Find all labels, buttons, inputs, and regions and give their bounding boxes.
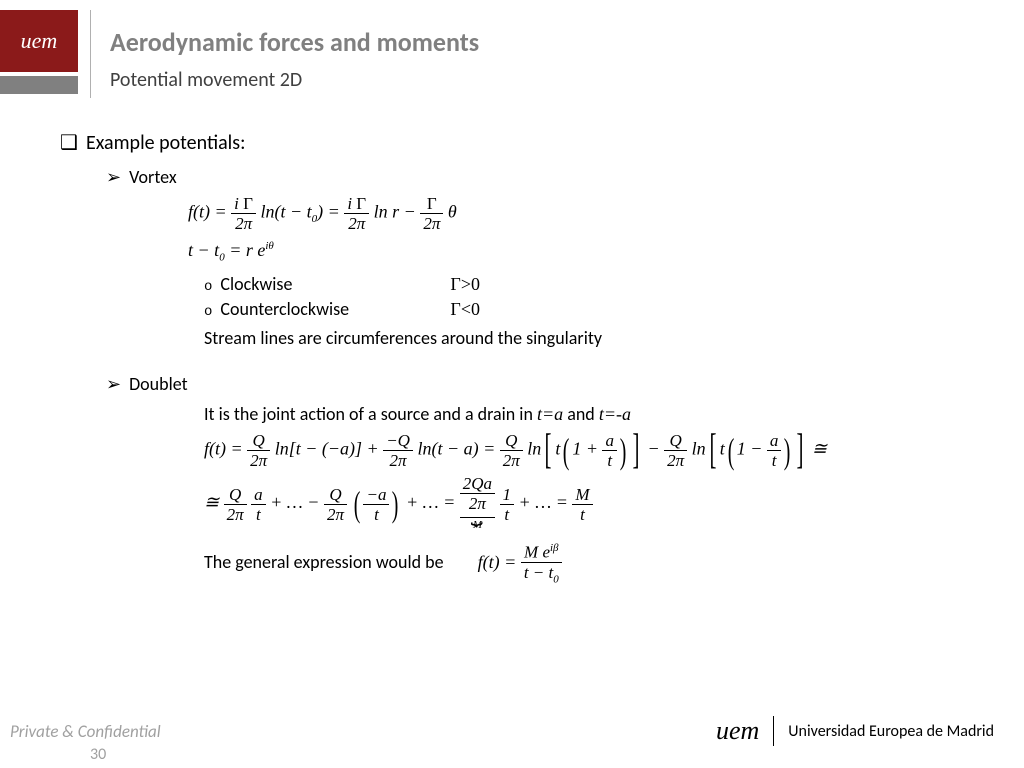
bullet-circle-icon: o [204, 279, 212, 295]
page-title: Aerodynamic forces and moments [110, 26, 479, 58]
cw-label: Clockwise [220, 272, 450, 296]
footer-logo: uem [716, 716, 759, 746]
item-vortex: ➢ Vortex [60, 165, 984, 189]
doublet-equation-1: f(t) = Q2π ln[t − (−a)] + −Q2π ln(t − a)… [204, 432, 984, 469]
footer-confidential: Private & Confidential [10, 721, 161, 742]
page-subtitle: Potential movement 2D [110, 68, 302, 92]
doublet-label: Doublet [129, 373, 188, 395]
header-text: Example potentials: [86, 131, 246, 155]
ccw-condition: Γ<0 [450, 299, 480, 319]
logo-block: uem [0, 10, 78, 72]
header-divider [90, 10, 91, 98]
clockwise-row: o ClockwiseΓ>0 [204, 272, 984, 297]
footer-right: uem Universidad Europea de Madrid [716, 716, 994, 746]
slide-content: ❑ Example potentials: ➢ Vortex f(t) = i Γ2… [60, 130, 984, 585]
t-equals-a: t=a [537, 404, 563, 424]
footer-divider [773, 716, 774, 746]
general-label: The general expression would be [204, 551, 444, 573]
footer-university: Universidad Europea de Madrid [788, 722, 994, 741]
bullet-arrow-icon: ➢ [106, 167, 121, 187]
vortex-label: Vortex [129, 166, 177, 188]
bullet-arrow-icon: ➢ [106, 374, 121, 394]
t-equals-neg-a: t=-a [599, 404, 631, 424]
ccw-label: Counterclockwise [220, 297, 450, 321]
doublet-desc-a: It is the joint action of a source and a… [204, 403, 537, 425]
doublet-desc-b: and [563, 403, 599, 425]
doublet-equation-2: ≅ Q2π at + … − Q2π (−at) + … = 2Qa2π ⏟ M… [204, 475, 984, 533]
item-doublet: ➢ Doublet [60, 372, 984, 396]
doublet-description: It is the joint action of a source and a… [204, 402, 984, 426]
page-number: 30 [90, 745, 106, 764]
cw-condition: Γ>0 [450, 274, 480, 294]
section-header: ❑ Example potentials: [60, 130, 984, 157]
bullet-square-icon: ❑ [60, 132, 78, 154]
general-expression-row: The general expression would be f(t) = M… [204, 543, 984, 585]
counterclockwise-row: o CounterclockwiseΓ<0 [204, 297, 984, 322]
bullet-circle-icon: o [204, 304, 212, 320]
vortex-equation-1: f(t) = i Γ2π ln(t − t0) = i Γ2π ln r − Γ… [188, 195, 984, 232]
gray-bar [0, 76, 78, 94]
general-equation: f(t) = M eiβt − t0 [478, 552, 562, 572]
streamline-text: Stream lines are circumferences around t… [204, 326, 984, 350]
vortex-equation-2: t − t0 = r eiθ [188, 238, 984, 265]
logo-text: uem [21, 28, 58, 54]
